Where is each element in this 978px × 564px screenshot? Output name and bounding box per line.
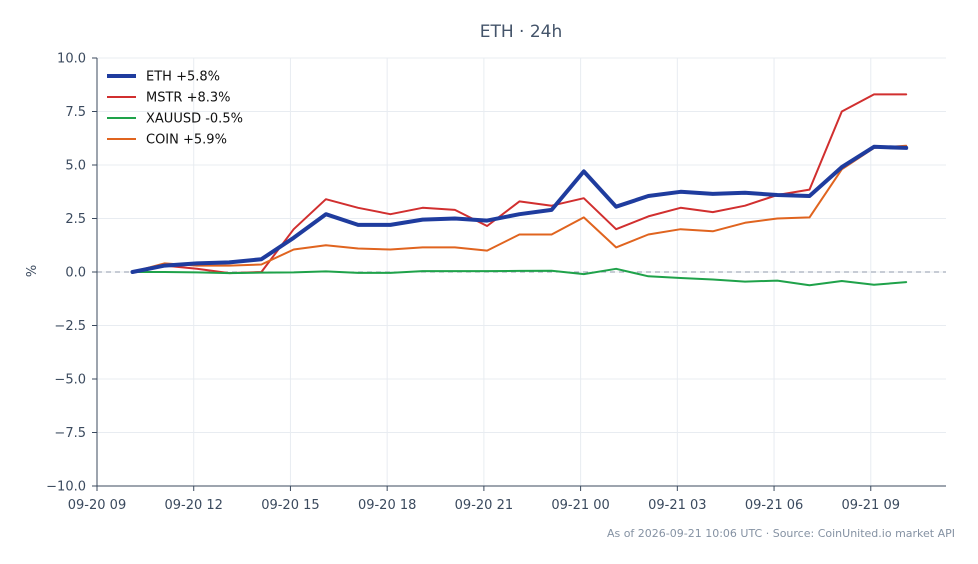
x-tick-label-3: 09-20 18 [358, 498, 416, 513]
x-tick-label-6: 09-21 03 [648, 498, 706, 513]
series-line-2 [131, 267, 908, 287]
x-tick-label-8: 09-21 09 [842, 498, 900, 513]
legend: ETH +5.8% MSTR +8.3% XAUUSD -0.5% COIN +5.9… [107, 70, 243, 148]
series-line-0 [130, 144, 909, 274]
legend-label-3: COIN +5.9% [146, 133, 227, 148]
y-tick-label-7: 7.5 [65, 105, 86, 120]
y-tick-label-5: 2.5 [65, 212, 86, 227]
legend-label-0: ETH +5.8% [146, 70, 220, 85]
y-axis: −10.0 −7.5 −5.0 −2.5 0.0 2.5 5.0 7.5 10.0 [46, 52, 97, 495]
series-lines [130, 93, 909, 287]
y-tick-label-4: 0.0 [65, 266, 86, 281]
x-tick-label-7: 09-21 06 [745, 498, 803, 513]
x-tick-label-5: 09-21 00 [551, 498, 609, 513]
legend-label-2: XAUUSD -0.5% [146, 112, 243, 127]
y-axis-label: % [25, 265, 40, 277]
series-line-3 [131, 144, 908, 273]
x-axis: 09-20 09 09-20 12 09-20 15 09-20 18 09-20 21… [68, 486, 900, 513]
chart-title: ETH · 24h [480, 22, 563, 42]
y-tick-label-3: −2.5 [54, 319, 86, 334]
series-line-1 [131, 93, 908, 275]
y-tick-label-8: 10.0 [57, 52, 86, 67]
x-tick-label-0: 09-20 09 [68, 498, 126, 513]
source-footer: As of 2026-09-21 10:06 UTC · Source: Coi… [607, 527, 955, 540]
y-tick-label-6: 5.0 [65, 159, 86, 174]
x-tick-label-4: 09-20 21 [455, 498, 513, 513]
y-tick-label-2: −5.0 [54, 373, 86, 388]
legend-label-1: MSTR +8.3% [146, 91, 231, 106]
y-tick-label-0: −10.0 [46, 480, 86, 495]
y-tick-label-1: −7.5 [54, 426, 86, 441]
x-tick-label-2: 09-20 15 [261, 498, 319, 513]
x-tick-label-1: 09-20 12 [164, 498, 222, 513]
